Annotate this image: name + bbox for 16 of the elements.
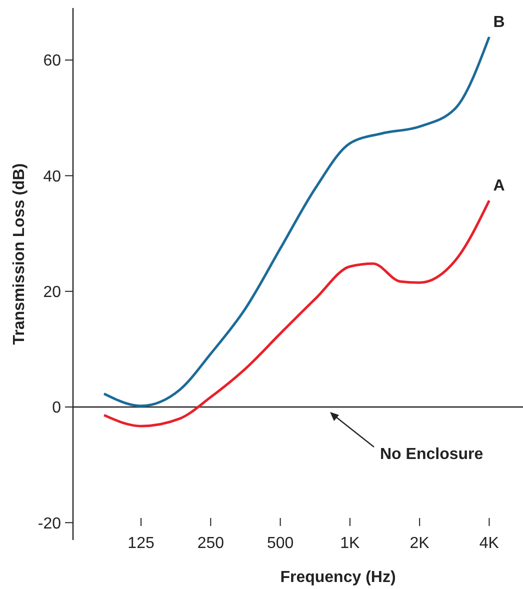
x-axis-title: Frequency (Hz) <box>280 569 396 586</box>
series-label: A <box>493 178 506 195</box>
x-tick-label: 4K <box>479 535 500 552</box>
y-axis-title: Transmission Loss (dB) <box>11 163 28 345</box>
y-tick-label: 40 <box>43 168 62 186</box>
y-tick-label: 60 <box>43 52 62 70</box>
x-tick-label: 125 <box>128 535 154 552</box>
y-tick-label: 20 <box>43 284 62 301</box>
series-label: B <box>493 14 505 31</box>
x-tick-label: 250 <box>197 535 224 552</box>
y-tick-label: 0 <box>52 400 62 417</box>
x-tick-label: 2K <box>410 535 430 552</box>
y-tick-label: -20 <box>38 515 62 532</box>
x-tick-label: 1K <box>340 535 360 552</box>
x-tick-label: 500 <box>266 535 294 552</box>
ref-line-label: No Enclosure <box>380 446 484 463</box>
